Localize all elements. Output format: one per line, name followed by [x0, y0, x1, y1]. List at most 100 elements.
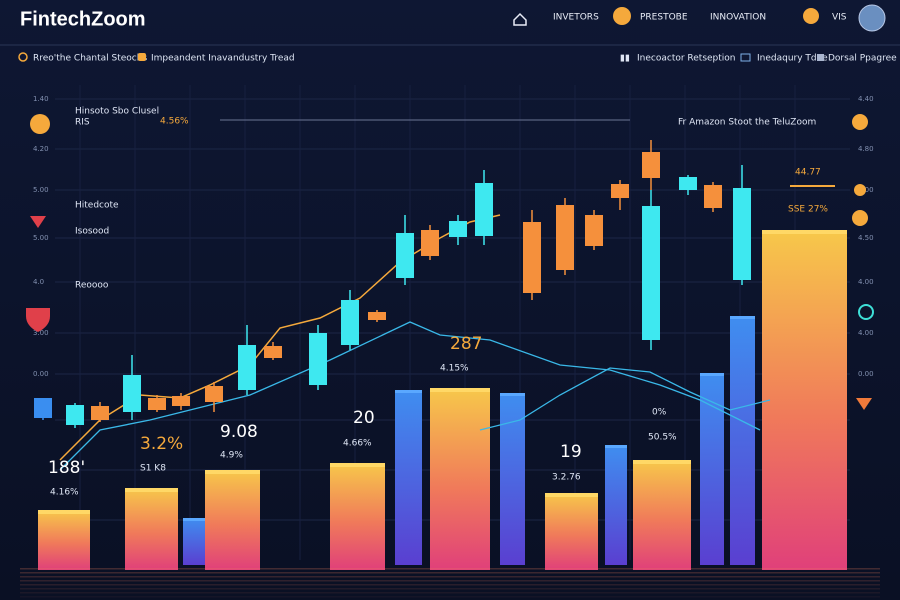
bar — [730, 316, 755, 565]
candle-body — [34, 398, 52, 418]
sidebar-item: Hitedcote — [75, 201, 119, 211]
candle-body — [368, 312, 386, 320]
brand[interactable]: FintechZoom — [20, 8, 146, 30]
candle-body — [148, 398, 166, 410]
sub-link[interactable]: Inedaqury Tdee — [757, 54, 828, 64]
sub-link[interactable]: Impeandent Inavandustry Tread — [151, 54, 295, 64]
bar-cap — [38, 510, 90, 514]
candle-body — [309, 333, 327, 385]
sidebar-item: Reoooo — [75, 281, 109, 291]
bar — [395, 390, 422, 565]
stat-value: 188' — [48, 458, 85, 478]
candle-body — [341, 300, 359, 345]
alert-icon — [30, 216, 46, 228]
reflection — [20, 572, 880, 574]
reflection — [20, 576, 880, 578]
axis-label: 1.40 — [33, 95, 49, 103]
bar-cap — [330, 463, 385, 467]
side-icon — [852, 210, 868, 226]
candle-body — [704, 185, 722, 208]
bar — [38, 510, 90, 570]
bar-cap — [430, 388, 490, 392]
nav-item[interactable]: PRESTOBE — [640, 13, 688, 23]
price-sub: SSE 27% — [788, 205, 828, 215]
stat-value: 287 — [450, 334, 482, 354]
axis-label: 5.00 — [33, 186, 49, 194]
stat-value: 19 — [560, 442, 582, 462]
axis-label: 4.00 — [858, 329, 874, 337]
bar — [605, 445, 627, 565]
stat-sub: 3.2.76 — [552, 473, 581, 483]
bar-cap — [730, 316, 755, 319]
candle-body — [264, 346, 282, 358]
stat-sub: 4.16% — [50, 488, 79, 498]
candle-body — [396, 233, 414, 278]
bar — [545, 493, 598, 570]
reflection — [20, 568, 880, 570]
reflection — [20, 588, 880, 590]
sub-icon: ▮▮ — [620, 54, 630, 64]
axis-label: 0.00 — [33, 370, 49, 378]
bar-cap — [700, 373, 724, 376]
panel-change: 4.56% — [160, 117, 189, 127]
axis-label: 4.50 — [858, 234, 874, 242]
candle-body — [238, 345, 256, 390]
bar-cap — [125, 488, 178, 492]
reflection — [20, 596, 880, 598]
axis-label: 4.20 — [33, 145, 49, 153]
nav-item[interactable]: INVETORS — [553, 13, 599, 23]
bar — [430, 388, 490, 570]
candle-body — [91, 406, 109, 420]
candle-body — [172, 396, 190, 406]
reflection — [20, 592, 880, 594]
stat-value: 20 — [353, 408, 375, 428]
candle-body — [66, 405, 84, 425]
stat-value: 9.08 — [220, 422, 258, 442]
sub-link[interactable]: Dorsal Ppagree — [828, 54, 897, 64]
axis-label: 4.80 — [858, 145, 874, 153]
home-icon[interactable] — [513, 12, 527, 26]
stat-sub: S1 K8 — [140, 464, 166, 474]
bar — [330, 463, 385, 570]
candle-body — [523, 222, 541, 293]
side-icon — [854, 184, 866, 196]
nav-item[interactable]: VIS — [832, 13, 847, 23]
sub-icon — [138, 53, 146, 61]
nav-icon[interactable] — [613, 7, 631, 25]
panel-title: Hinsoto Sbo Clusel — [75, 107, 159, 117]
sub-link[interactable]: Rreo'the Chantal Steocbs — [33, 54, 147, 64]
candle-body — [642, 152, 660, 178]
stat-sub: 4.15% — [440, 364, 469, 374]
bar-cap — [605, 445, 627, 448]
nav-item[interactable]: INNOVATION — [710, 13, 766, 23]
candle-body — [475, 183, 493, 236]
candle-body — [421, 230, 439, 256]
bar-cap — [395, 390, 422, 393]
bar-cap — [205, 470, 260, 474]
stat-sub: 4.9% — [220, 451, 243, 461]
bar — [183, 518, 207, 565]
candle-body — [642, 206, 660, 340]
avatar[interactable] — [858, 4, 886, 32]
sub-icon — [817, 54, 824, 61]
side-icon — [852, 114, 868, 130]
panel-icon — [30, 114, 50, 134]
axis-label: 4.40 — [858, 95, 874, 103]
sub-link[interactable]: Inecoactor Retseption — [637, 54, 736, 64]
bar — [762, 230, 847, 570]
stat-sub: 4.66% — [343, 439, 372, 449]
reflection — [20, 580, 880, 582]
bar-cap — [500, 393, 525, 396]
axis-label: 3.00 — [33, 329, 49, 337]
nav-icon[interactable] — [803, 8, 819, 24]
stat-value: 3.2% — [140, 434, 183, 454]
bar-cap — [545, 493, 598, 497]
side-icon — [858, 304, 874, 320]
shield-icon — [26, 308, 50, 332]
axis-label: 0.00 — [858, 370, 874, 378]
side-icon — [856, 398, 872, 410]
candle-body — [205, 386, 223, 402]
stat-value: 0% — [652, 408, 667, 418]
candle-body — [123, 375, 141, 412]
